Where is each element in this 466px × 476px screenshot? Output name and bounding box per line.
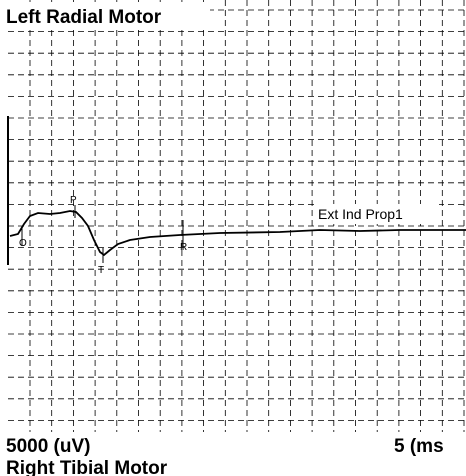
amplitude-scale: 5000 (uV): [6, 436, 90, 457]
marker-label: P: [70, 195, 77, 206]
marker-label: O: [19, 238, 27, 249]
marker-label: R: [180, 242, 187, 253]
label-backdrop: [315, 204, 439, 224]
waveform: [9, 210, 466, 257]
trace-label: Ext Ind Prop1: [318, 206, 403, 222]
panel-title: Left Radial Motor: [6, 7, 162, 28]
grid: [8, 0, 466, 432]
title-backdrop: [4, 2, 210, 28]
time-scale: 5 (ms: [394, 436, 444, 457]
marker-label: T: [98, 265, 104, 276]
next-panel-title: Right Tibial Motor: [6, 458, 168, 476]
